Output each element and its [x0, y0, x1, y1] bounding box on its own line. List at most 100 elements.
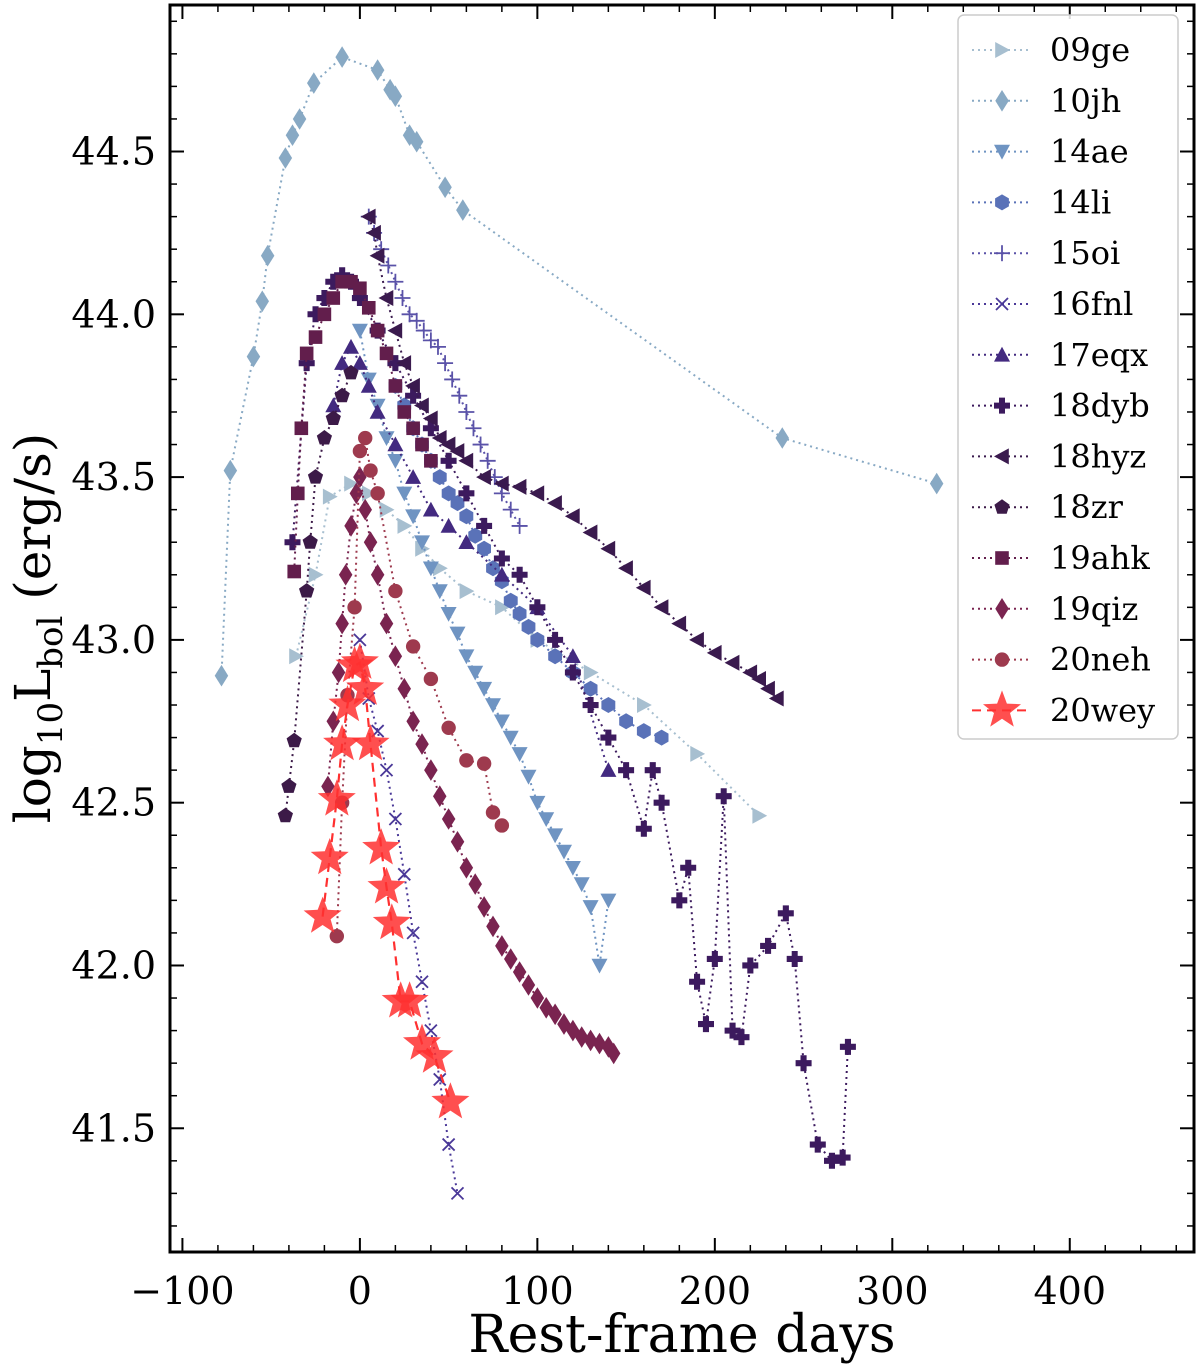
series-line-20wey [321, 660, 452, 1103]
point-20wey-6 [340, 642, 379, 679]
point-14li-22 [636, 723, 651, 740]
point-14li-14 [512, 605, 527, 622]
point-16fnl-8 [424, 1023, 438, 1038]
legend-label: 09ge [1050, 31, 1130, 69]
point-20wey-4 [328, 685, 367, 722]
point-18dyb-41 [834, 1149, 851, 1166]
point-18hyz-5 [396, 355, 412, 372]
point-09ge-2 [322, 488, 338, 505]
point-14li-6 [441, 485, 456, 502]
point-14li-19 [583, 680, 598, 697]
point-15oi-6 [401, 306, 418, 323]
point-18hyz-4 [387, 322, 403, 339]
point-14ae-23 [556, 844, 572, 860]
point-18hyz-8 [422, 410, 438, 427]
point-18hyz-21 [618, 560, 633, 577]
point-14ae-12 [458, 649, 475, 665]
point-14ae-6 [405, 509, 422, 525]
point-10jh-5 [278, 147, 293, 169]
point-19qiz-4 [338, 564, 353, 586]
point-18dyb-20 [582, 697, 599, 713]
point-19qiz-0 [321, 775, 335, 798]
y-tick-label: 43.0 [71, 618, 156, 662]
point-14ae-26 [582, 900, 599, 915]
legend-marker-20wey [983, 690, 1021, 727]
point-18dyb-38 [795, 1055, 812, 1072]
ticks-layer: −100 0 100 200 300 400 41.5 42.0 42.5 43.0 43.5 44.… [71, 5, 1194, 1313]
point-19ahk-6 [326, 291, 341, 305]
y-tick-label: 44.5 [71, 130, 156, 174]
legend-label: 18zr [1050, 488, 1124, 526]
point-14ae-0 [351, 323, 368, 339]
point-10jh-17 [775, 427, 789, 449]
point-20neh-5 [358, 430, 373, 446]
point-10jh-7 [292, 108, 307, 130]
point-14ae-13 [467, 665, 484, 681]
point-20wey-14 [403, 1023, 441, 1060]
x-tick-label: 400 [1034, 1269, 1107, 1313]
point-18dyb-3 [316, 290, 333, 306]
point-18dyb-12 [440, 452, 457, 469]
point-18zr-3 [299, 583, 315, 598]
point-16fnl-0 [353, 633, 367, 647]
x-tick-label: −100 [130, 1269, 234, 1313]
x-tick-label: 300 [856, 1269, 929, 1313]
point-18dyb-35 [760, 937, 777, 954]
point-18hyz-0 [360, 208, 376, 225]
point-19qiz-29 [539, 997, 553, 1019]
point-15oi-3 [380, 257, 397, 274]
point-20wey-7 [346, 668, 385, 705]
point-18zr-8 [334, 387, 350, 403]
point-18hyz-30 [760, 680, 775, 697]
point-18dyb-37 [786, 951, 803, 967]
point-14ae-11 [449, 626, 466, 642]
point-19qiz-21 [468, 873, 482, 895]
legend-marker-18dyb [994, 397, 1010, 414]
point-18dyb-40 [824, 1152, 840, 1169]
y-tick-label: 42.0 [71, 943, 156, 987]
point-19ahk-3 [299, 346, 314, 361]
legend-marker-17eqx [994, 346, 1010, 362]
point-19qiz-24 [495, 935, 509, 957]
point-20neh-12 [459, 753, 474, 768]
point-09ge-6 [397, 517, 413, 534]
point-14li-16 [530, 631, 545, 648]
point-17eqx-1 [334, 355, 351, 370]
point-15oi-8 [415, 322, 432, 339]
legend: 09ge 10jh 14ae 14li 15oi 16fnl 17eqx 18dyb 18hyz… [957, 14, 1179, 740]
point-14li-15 [521, 618, 536, 635]
point-18hyz-20 [600, 540, 616, 557]
point-20wey-16 [431, 1082, 470, 1119]
point-15oi-5 [394, 290, 411, 307]
point-19qiz-14 [406, 710, 420, 733]
point-10jh-18 [929, 472, 944, 495]
point-18hyz-2 [369, 247, 385, 264]
legend-marker-15oi [994, 245, 1010, 262]
legend-item-18zr: 18zr [972, 488, 1124, 526]
point-18dyb-7 [351, 290, 368, 306]
series-09ge [289, 475, 768, 824]
point-19qiz-26 [512, 961, 527, 983]
point-18hyz-7 [414, 397, 429, 414]
point-14ae-16 [493, 714, 510, 730]
point-15oi-14 [458, 403, 475, 420]
point-19ahk-13 [388, 379, 403, 393]
series-18dyb [284, 267, 856, 1169]
point-10jh-8 [307, 72, 321, 94]
point-18hyz-10 [440, 436, 456, 453]
point-19qiz-20 [459, 857, 474, 879]
legend-item-18hyz: 18hyz [972, 437, 1146, 475]
point-19qiz-33 [575, 1026, 589, 1048]
point-18hyz-12 [458, 452, 474, 469]
point-19ahk-4 [308, 330, 323, 344]
point-14ae-3 [378, 431, 395, 446]
legend-item-20wey: 20wey [972, 690, 1155, 729]
point-19qiz-15 [415, 733, 429, 755]
point-18hyz-23 [653, 599, 669, 616]
point-18dyb-17 [529, 599, 546, 616]
point-18dyb-26 [671, 892, 688, 909]
point-10jh-3 [255, 290, 269, 313]
point-14ae-22 [547, 828, 564, 844]
legend-marker-19ahk [995, 551, 1009, 565]
point-18dyb-0 [284, 534, 301, 551]
